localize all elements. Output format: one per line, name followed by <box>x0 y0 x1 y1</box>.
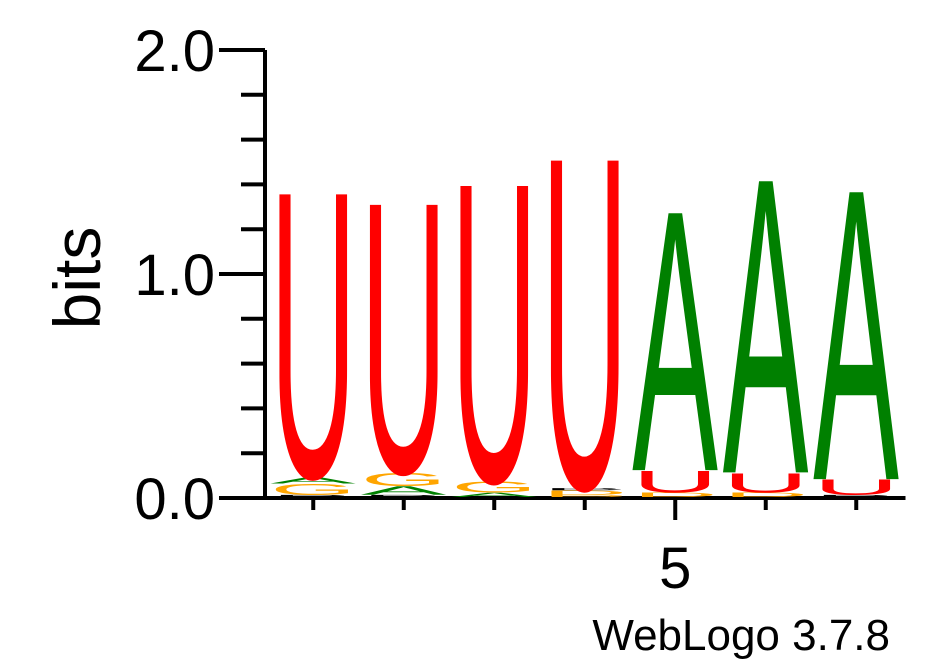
logo-letter-g: G <box>270 481 356 498</box>
logo-letter-d: D <box>542 494 628 497</box>
logo-letter-u: U <box>813 475 899 499</box>
logo-letter-g: G <box>361 469 447 490</box>
y-tick-label: 2.0 <box>134 19 215 84</box>
logo-letter-b: B <box>542 487 628 490</box>
logo-letter-d: D <box>542 489 628 496</box>
logo-letter-b: B <box>813 494 899 497</box>
logo-letter-u: U <box>270 106 356 565</box>
logo-letter-u: U <box>451 93 537 573</box>
logo-letter-a: A <box>723 91 809 563</box>
logo-letter-a: A <box>632 133 718 550</box>
logo-letter-d: D <box>632 491 718 498</box>
logo-letter-a: A <box>451 491 537 498</box>
y-tick-label: 1.0 <box>134 243 215 308</box>
logo-letter-b: B <box>270 494 356 497</box>
logo-letter-d: D <box>723 491 809 498</box>
logo-letter-a: A <box>813 103 899 568</box>
y-tick-label: 0.0 <box>134 467 215 532</box>
x-tick-label: 5 <box>659 536 691 601</box>
logo-letter-u: U <box>542 57 628 589</box>
logo-letter-u: U <box>632 465 718 500</box>
logo-letter-b: B <box>361 494 447 497</box>
logo-letter-g: G <box>451 479 537 496</box>
logo-letter-a: A <box>361 484 447 498</box>
y-axis: 0.0 1.0 2.0 <box>134 19 267 532</box>
x-axis: 5 <box>265 496 906 601</box>
logo-letter-u: U <box>723 468 809 499</box>
y-axis-title: bits <box>40 227 114 330</box>
weblogo-credit: WebLogo 3.7.8 <box>592 611 890 660</box>
logo-letter-u: U <box>361 121 447 555</box>
logo-letter-a: A <box>270 475 356 485</box>
